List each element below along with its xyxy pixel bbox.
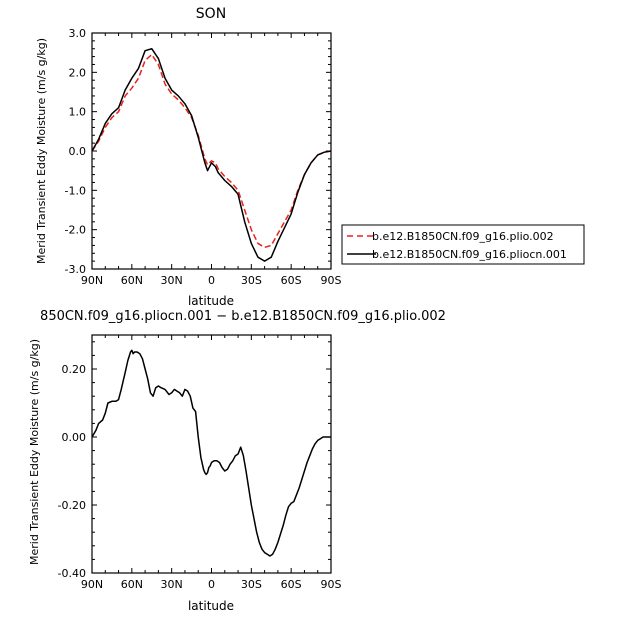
top-x-tick-label: 30S bbox=[241, 274, 262, 287]
bottom-x-tick-label: 60N bbox=[121, 578, 143, 591]
bottom-y-tick-label: 0.20 bbox=[62, 363, 87, 376]
top-series-line-1 bbox=[91, 47, 332, 262]
top-series-lines bbox=[91, 47, 332, 262]
bottom-y-tick-label: -0.20 bbox=[58, 499, 86, 512]
top-x-tick-label: 90S bbox=[321, 274, 342, 287]
bottom-axis-ticks: 90N 60N 30N 0 30S 60S 90S 0.20 0.00 -0.20 -0.40 bbox=[58, 335, 342, 591]
top-x-tick-label: 60N bbox=[121, 274, 143, 287]
top-y-axis-label: Merid Transient Eddy Moisture (m/s g/kg) bbox=[35, 38, 48, 264]
top-y-tick-label: 1.0 bbox=[69, 106, 87, 119]
top-axis-ticks: 90N 60N 30N 0 30S 60S 90S 3.0 2.0 1.0 0.0 -1.0 -2.0 -… bbox=[65, 27, 342, 287]
bottom-x-tick-label: 0 bbox=[208, 578, 215, 591]
bottom-x-axis-label: latitude bbox=[188, 599, 234, 613]
top-y-tick-label: 0.0 bbox=[69, 145, 87, 158]
legend-label-pliocn: b.e12.B1850CN.f09_g16.pliocn.001 bbox=[372, 248, 567, 261]
top-plot-frame bbox=[91, 32, 332, 270]
bottom-y-tick-label: 0.00 bbox=[62, 431, 87, 444]
top-chart-title: SON bbox=[196, 6, 226, 22]
bottom-series-lines bbox=[91, 349, 331, 557]
bottom-plot-frame bbox=[91, 334, 332, 574]
top-panel: SON Merid Transient Eddy Moisture (m/s g… bbox=[35, 6, 342, 308]
top-y-tick-label: 3.0 bbox=[69, 27, 87, 40]
top-x-tick-label: 30N bbox=[161, 274, 183, 287]
top-y-tick-label: -3.0 bbox=[65, 263, 86, 276]
legend-label-plio: b.e12.B1850CN.f09_g16.plio.002 bbox=[372, 230, 554, 243]
top-x-tick-label: 0 bbox=[208, 274, 215, 287]
top-y-tick-label: -2.0 bbox=[65, 224, 86, 237]
bottom-y-axis-label: Merid Transient Eddy Moisture (m/s g/kg) bbox=[28, 339, 41, 565]
bottom-x-tick-label: 30S bbox=[241, 578, 262, 591]
bottom-x-tick-label: 30N bbox=[161, 578, 183, 591]
bottom-chart-title: 850CN.f09_g16.pliocn.001 − b.e12.B1850CN… bbox=[40, 309, 446, 324]
bottom-x-tick-label: 90N bbox=[81, 578, 103, 591]
bottom-x-tick-label: 90S bbox=[321, 578, 342, 591]
bottom-x-tick-label: 60S bbox=[281, 578, 302, 591]
top-series-line-0 bbox=[91, 53, 332, 249]
top-y-tick-label: -1.0 bbox=[65, 184, 86, 197]
legend-box bbox=[341, 224, 585, 265]
bottom-series-line-0 bbox=[91, 349, 331, 557]
bottom-y-tick-label: -0.40 bbox=[58, 567, 86, 580]
top-x-axis-label: latitude bbox=[188, 294, 234, 308]
top-y-tick-label: 2.0 bbox=[69, 66, 87, 79]
bottom-panel: 850CN.f09_g16.pliocn.001 − b.e12.B1850CN… bbox=[28, 309, 446, 613]
top-x-tick-label: 60S bbox=[281, 274, 302, 287]
top-x-tick-label: 90N bbox=[81, 274, 103, 287]
legend: b.e12.B1850CN.f09_g16.plio.002 b.e12.B18… bbox=[341, 224, 585, 265]
